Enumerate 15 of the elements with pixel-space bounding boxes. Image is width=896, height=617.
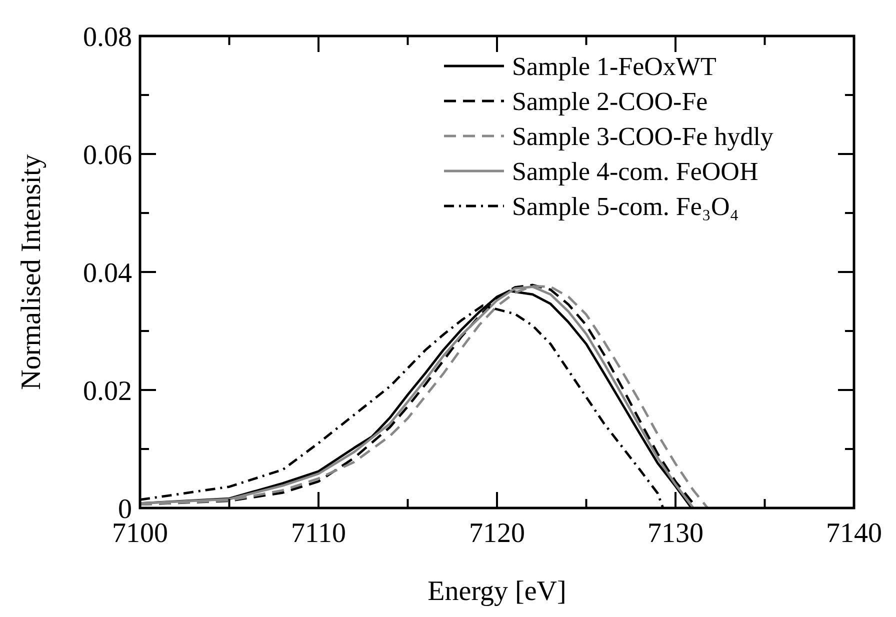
legend-label: Sample 4-com. FeOOH xyxy=(512,157,758,186)
legend-label: Sample 1-FeOxWT xyxy=(512,52,716,82)
x-tick-label: 7130 xyxy=(648,518,704,549)
y-axis-title: Normalised Intensity xyxy=(16,154,47,390)
x-tick-label: 7110 xyxy=(291,518,346,549)
legend-label: Sample 2-COO-Fe xyxy=(512,87,708,116)
y-tick-label: 0.06 xyxy=(83,140,132,171)
legend-label: Sample 5-com. Fe₃O₄ xyxy=(512,192,739,222)
x-axis-title: Energy [eV] xyxy=(428,576,566,607)
legend-label: Sample 3-COO-Fe hydly xyxy=(512,122,774,152)
x-tick-label: 7140 xyxy=(826,518,882,549)
x-tick-label: 7120 xyxy=(469,518,525,549)
y-tick-label: 0.02 xyxy=(83,376,132,407)
y-tick-label: 0.08 xyxy=(83,22,132,53)
y-tick-label: 0.04 xyxy=(83,258,132,289)
